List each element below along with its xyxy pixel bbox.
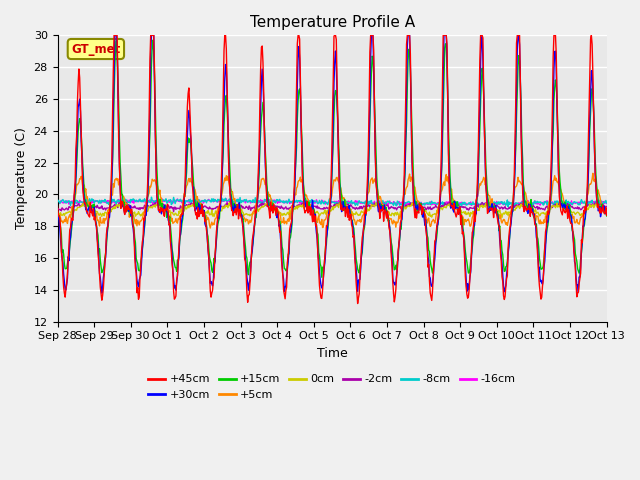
+5cm bbox=[399, 194, 407, 200]
0cm bbox=[63, 209, 71, 215]
+5cm bbox=[589, 170, 596, 176]
-2cm bbox=[205, 204, 213, 210]
+5cm bbox=[63, 221, 71, 227]
-16cm bbox=[603, 201, 611, 206]
-2cm bbox=[417, 201, 424, 207]
+15cm bbox=[149, 37, 157, 43]
-16cm bbox=[63, 198, 71, 204]
+15cm bbox=[120, 199, 128, 205]
+15cm bbox=[177, 232, 184, 238]
+45cm bbox=[121, 212, 129, 217]
+15cm bbox=[417, 204, 424, 210]
+30cm bbox=[122, 206, 129, 212]
-16cm bbox=[415, 200, 423, 205]
+5cm bbox=[603, 211, 611, 217]
-8cm bbox=[205, 198, 213, 204]
+45cm bbox=[177, 215, 184, 220]
-2cm bbox=[170, 209, 177, 215]
+15cm bbox=[54, 208, 61, 214]
+5cm bbox=[205, 216, 212, 222]
+15cm bbox=[401, 186, 408, 192]
+45cm bbox=[205, 270, 213, 276]
0cm bbox=[486, 199, 494, 205]
0cm bbox=[603, 206, 611, 212]
0cm bbox=[176, 210, 184, 216]
Text: GT_met: GT_met bbox=[71, 43, 120, 56]
+15cm bbox=[603, 213, 611, 219]
-16cm bbox=[120, 198, 128, 204]
-16cm bbox=[205, 196, 212, 202]
-8cm bbox=[148, 194, 156, 200]
+5cm bbox=[120, 194, 128, 200]
0cm bbox=[205, 209, 212, 215]
X-axis label: Time: Time bbox=[317, 347, 348, 360]
+30cm bbox=[207, 280, 214, 286]
-8cm bbox=[54, 199, 61, 204]
-16cm bbox=[439, 203, 447, 209]
0cm bbox=[54, 211, 61, 217]
+30cm bbox=[417, 203, 424, 208]
Line: -8cm: -8cm bbox=[58, 197, 607, 207]
Line: -2cm: -2cm bbox=[58, 202, 607, 212]
+5cm bbox=[207, 225, 214, 231]
0cm bbox=[415, 204, 422, 209]
+30cm bbox=[54, 211, 61, 217]
-8cm bbox=[415, 201, 423, 206]
+15cm bbox=[205, 254, 213, 260]
+30cm bbox=[63, 276, 71, 281]
+45cm bbox=[54, 204, 61, 209]
-2cm bbox=[603, 204, 611, 209]
Line: -16cm: -16cm bbox=[58, 199, 607, 206]
Line: +15cm: +15cm bbox=[58, 40, 607, 277]
+5cm bbox=[54, 214, 61, 219]
Y-axis label: Temperature (C): Temperature (C) bbox=[15, 128, 28, 229]
+15cm bbox=[318, 275, 326, 280]
+45cm bbox=[110, 33, 118, 38]
-2cm bbox=[177, 203, 184, 209]
-8cm bbox=[504, 204, 512, 210]
-2cm bbox=[120, 202, 128, 208]
+45cm bbox=[63, 271, 71, 277]
Legend: +45cm, +30cm, +15cm, +5cm, 0cm, -2cm, -8cm, -16cm: +45cm, +30cm, +15cm, +5cm, 0cm, -2cm, -8… bbox=[144, 370, 520, 405]
Title: Temperature Profile A: Temperature Profile A bbox=[250, 15, 415, 30]
+45cm bbox=[354, 300, 362, 306]
+45cm bbox=[603, 213, 611, 218]
-16cm bbox=[54, 200, 61, 206]
Line: +45cm: +45cm bbox=[58, 36, 607, 303]
-2cm bbox=[63, 207, 71, 213]
Line: +30cm: +30cm bbox=[58, 36, 607, 293]
-2cm bbox=[227, 199, 234, 204]
+45cm bbox=[401, 172, 408, 178]
+30cm bbox=[401, 181, 408, 187]
-16cm bbox=[399, 198, 407, 204]
-8cm bbox=[399, 202, 407, 207]
+30cm bbox=[177, 221, 185, 227]
-8cm bbox=[120, 198, 128, 204]
Line: +5cm: +5cm bbox=[58, 173, 607, 228]
+5cm bbox=[176, 214, 184, 219]
0cm bbox=[120, 203, 128, 209]
+30cm bbox=[111, 33, 118, 38]
0cm bbox=[498, 215, 506, 220]
-16cm bbox=[223, 196, 230, 202]
Line: 0cm: 0cm bbox=[58, 202, 607, 217]
-2cm bbox=[401, 204, 408, 209]
-8cm bbox=[63, 199, 71, 205]
+30cm bbox=[98, 290, 106, 296]
+30cm bbox=[603, 206, 611, 212]
+5cm bbox=[415, 202, 423, 208]
-8cm bbox=[603, 200, 611, 206]
-16cm bbox=[176, 199, 184, 204]
-8cm bbox=[177, 196, 184, 202]
-2cm bbox=[54, 205, 61, 211]
0cm bbox=[399, 208, 406, 214]
+15cm bbox=[63, 261, 71, 266]
+45cm bbox=[417, 204, 424, 209]
